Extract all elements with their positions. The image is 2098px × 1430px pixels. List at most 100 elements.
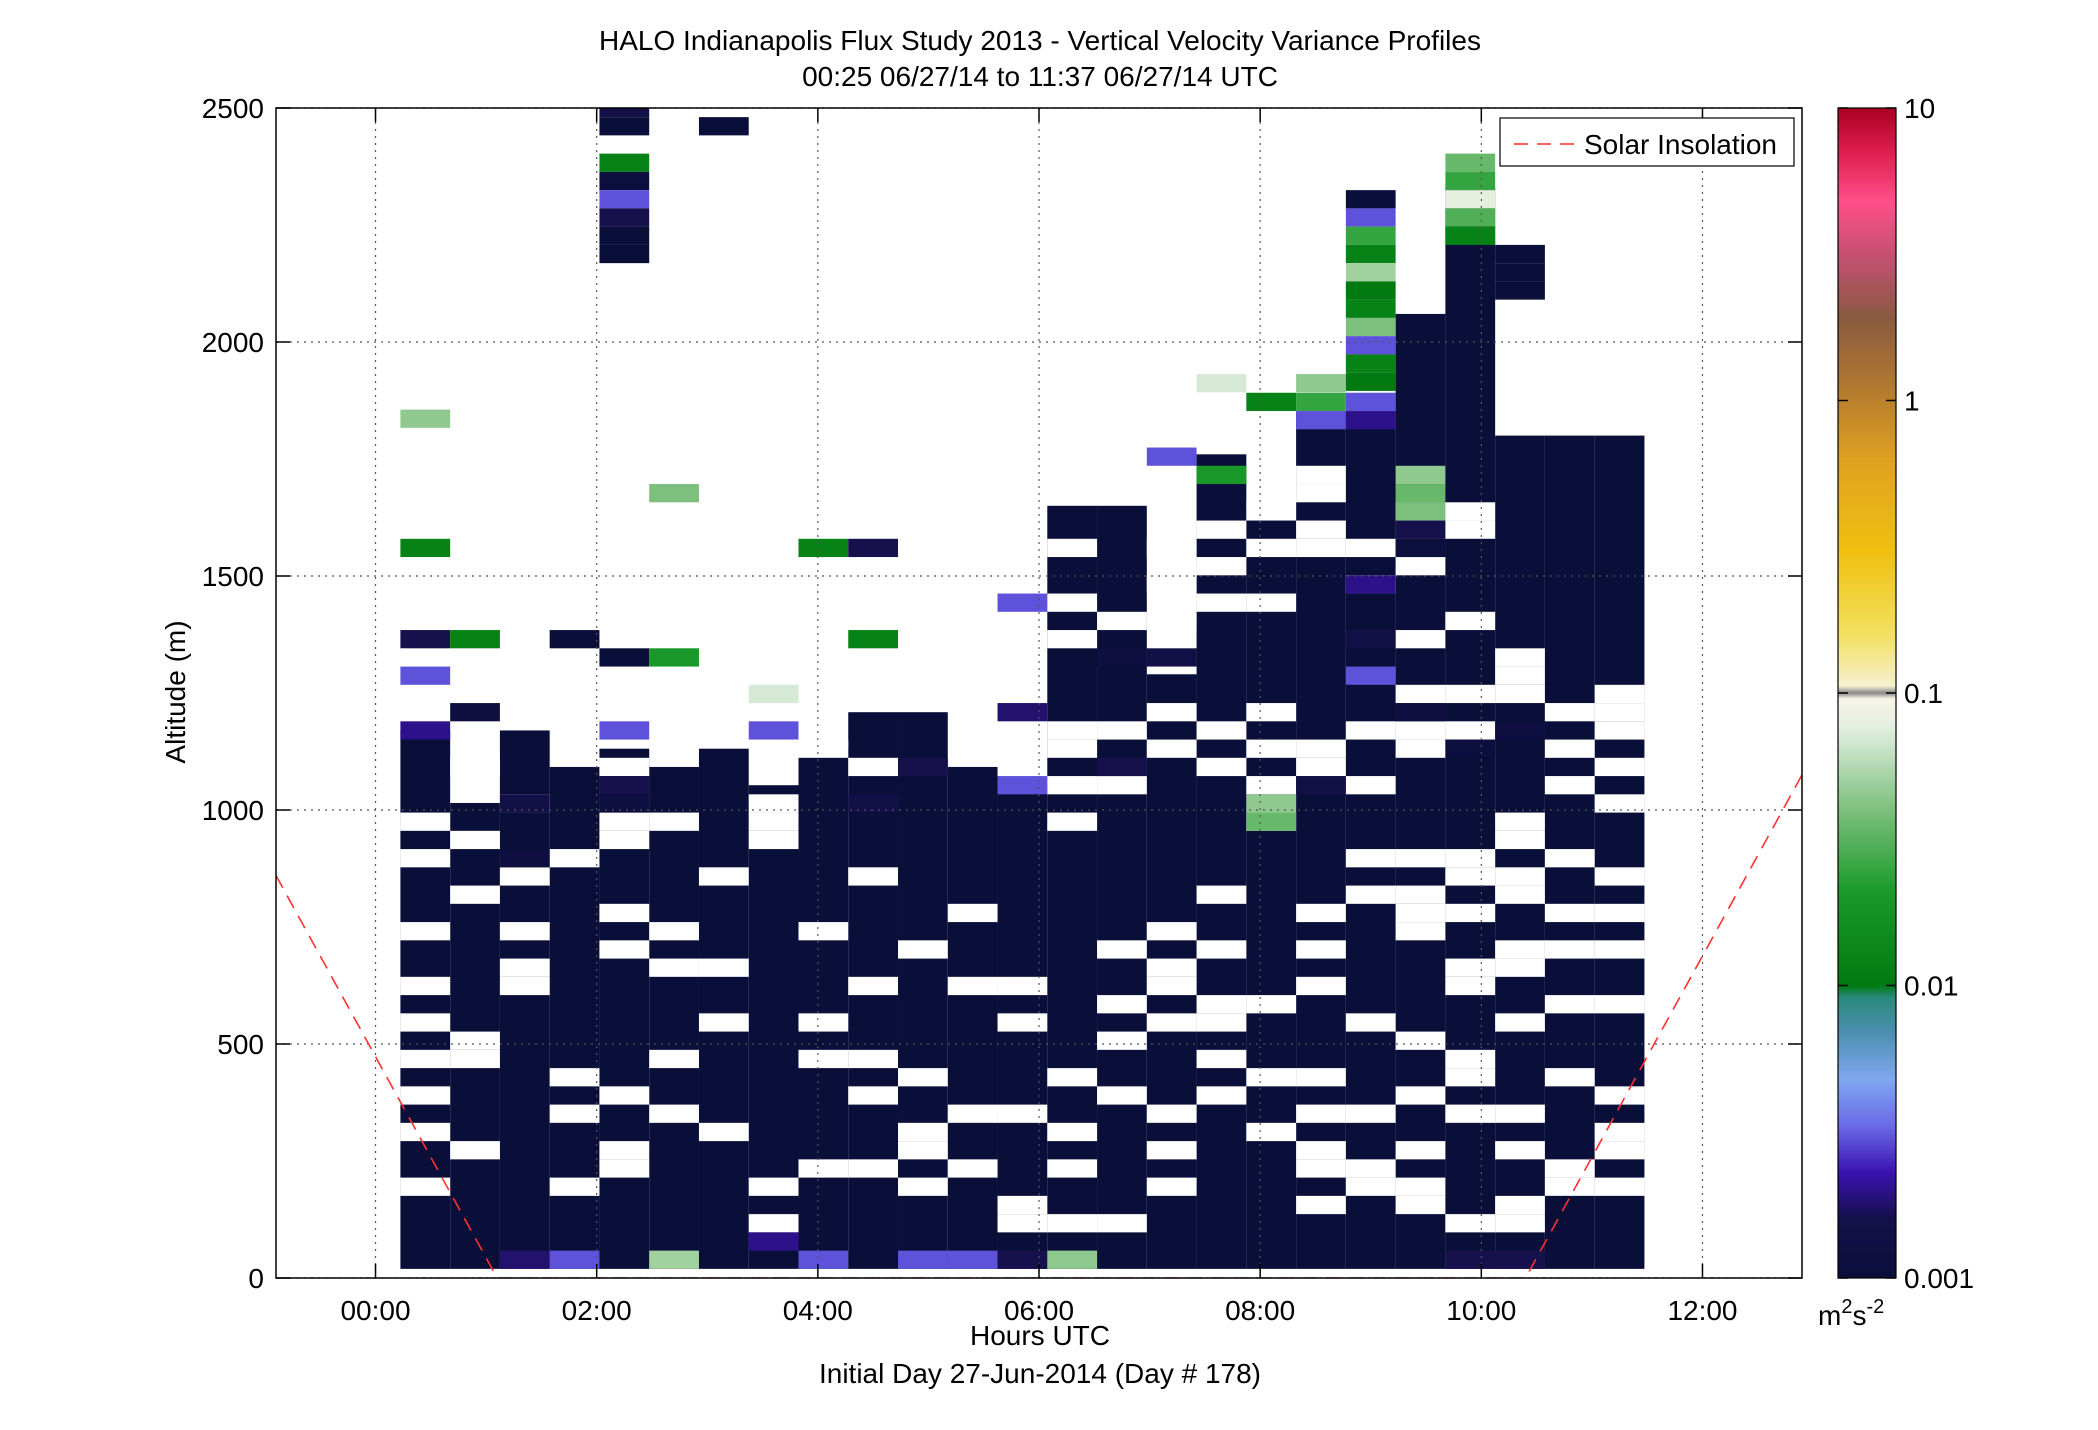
missing-cell: [997, 1195, 1048, 1215]
missing-cell: [1246, 1122, 1297, 1142]
y-tick-label: 500: [217, 1029, 264, 1060]
missing-cell: [898, 1141, 948, 1160]
missing-cell: [499, 976, 550, 996]
missing-cell: [997, 1013, 1048, 1032]
missing-cell: [1047, 538, 1098, 558]
missing-cell: [947, 1104, 998, 1123]
missing-cell: [649, 958, 699, 977]
missing-cell: [947, 976, 998, 996]
missing-cell: [1196, 1086, 1247, 1105]
missing-cell: [1594, 867, 1645, 886]
legend-label: Solar Insolation: [1584, 129, 1777, 160]
x-tick-label: 04:00: [783, 1295, 853, 1326]
variance-cell: [898, 1250, 948, 1269]
variance-cell: [499, 794, 550, 813]
missing-cell: [798, 922, 849, 941]
missing-cell: [997, 976, 1048, 996]
missing-cell: [1495, 684, 1545, 704]
missing-cell: [1345, 1177, 1396, 1196]
colorbar-unit-base: m: [1818, 1300, 1841, 1331]
missing-cell: [1196, 995, 1247, 1014]
variance-cell: [599, 794, 650, 813]
variance-cell: [1196, 465, 1247, 485]
variance-cell: [599, 776, 650, 795]
variance-cell: [599, 244, 650, 264]
missing-cell: [1246, 593, 1297, 612]
y-tick-label: 1500: [202, 561, 264, 592]
missing-cell: [1544, 903, 1595, 923]
variance-cell: [599, 171, 650, 191]
variance-cell: [997, 776, 1048, 795]
variance-cell: [599, 153, 650, 172]
variance-cell: [1296, 411, 1346, 430]
variance-cell: [1445, 208, 1496, 227]
variance-cell: [898, 757, 948, 777]
missing-cell: [1544, 940, 1595, 959]
missing-cell: [649, 812, 699, 831]
profile-column-14: [1097, 505, 1147, 1269]
missing-cell: [1146, 976, 1197, 996]
variance-cell: [599, 190, 650, 209]
variance-cell: [1345, 208, 1396, 227]
variance-cell: [1296, 776, 1346, 795]
missing-cell: [848, 1159, 899, 1178]
missing-cell: [1345, 1159, 1396, 1178]
missing-cell: [1047, 776, 1098, 795]
missing-cell: [1395, 557, 1446, 576]
colorbar-unit-sup1: 2: [1841, 1296, 1852, 1318]
missing-cell: [549, 849, 600, 868]
missing-cell: [997, 1104, 1048, 1123]
missing-cell: [997, 1214, 1048, 1233]
variance-cell: [1345, 244, 1396, 264]
variance-cell: [599, 721, 650, 740]
variance-cell: [599, 648, 650, 667]
y-tick-label: 1000: [202, 795, 264, 826]
missing-cell: [400, 1086, 451, 1105]
variance-cell: [1345, 411, 1396, 430]
missing-cell: [1345, 538, 1396, 558]
variance-cell: [1345, 281, 1396, 300]
variance-cell: [450, 630, 500, 649]
missing-cell: [599, 903, 650, 923]
colorbar-tick-label: 0.1: [1904, 678, 1943, 709]
variance-cell: [848, 794, 899, 813]
chart-title: HALO Indianapolis Flux Study 2013 - Vert…: [599, 25, 1481, 56]
missing-cell: [1445, 1049, 1496, 1069]
variance-cell: [1345, 299, 1396, 318]
missing-cell: [1146, 1013, 1197, 1032]
variance-cell: [798, 1250, 849, 1269]
axis-ticks: 00:00 02:00 04:00 06:00 08:00 10:00 12:00 0 500 1…: [202, 93, 1802, 1326]
colorbar-tick-label: 1: [1904, 386, 1920, 417]
missing-cell: [499, 867, 550, 886]
missing-cell: [1445, 976, 1496, 996]
x-tick-label: 06:00: [1004, 1295, 1074, 1326]
variance-cell: [1495, 721, 1545, 740]
missing-cell: [400, 1049, 451, 1069]
missing-cell: [549, 1068, 600, 1087]
missing-cell: [649, 1104, 699, 1123]
missing-cell: [499, 958, 550, 977]
missing-cell: [1445, 1214, 1496, 1233]
variance-cell: [1395, 538, 1446, 558]
missing-cell: [599, 1086, 650, 1105]
variance-cell: [997, 703, 1048, 722]
variance-cell: [1345, 372, 1396, 391]
missing-cell: [1047, 1159, 1098, 1178]
missing-cell: [1047, 739, 1098, 758]
missing-cell: [1395, 849, 1446, 868]
variance-cell: [1345, 575, 1396, 594]
variance-cell: [1345, 666, 1396, 685]
x-axis-sublabel: Initial Day 27-Jun-2014 (Day # 178): [819, 1358, 1261, 1389]
missing-cell: [1296, 1159, 1346, 1178]
missing-cell: [1594, 1086, 1645, 1105]
missing-cell: [1594, 903, 1645, 923]
profile-column-17: [1246, 505, 1297, 1269]
missing-cell: [748, 794, 799, 813]
variance-cell: [649, 484, 699, 503]
missing-cell: [1296, 1068, 1346, 1087]
missing-cell: [1146, 703, 1197, 722]
missing-cell: [1196, 757, 1247, 777]
variance-cell: [798, 538, 849, 558]
missing-cell: [1097, 1214, 1147, 1233]
